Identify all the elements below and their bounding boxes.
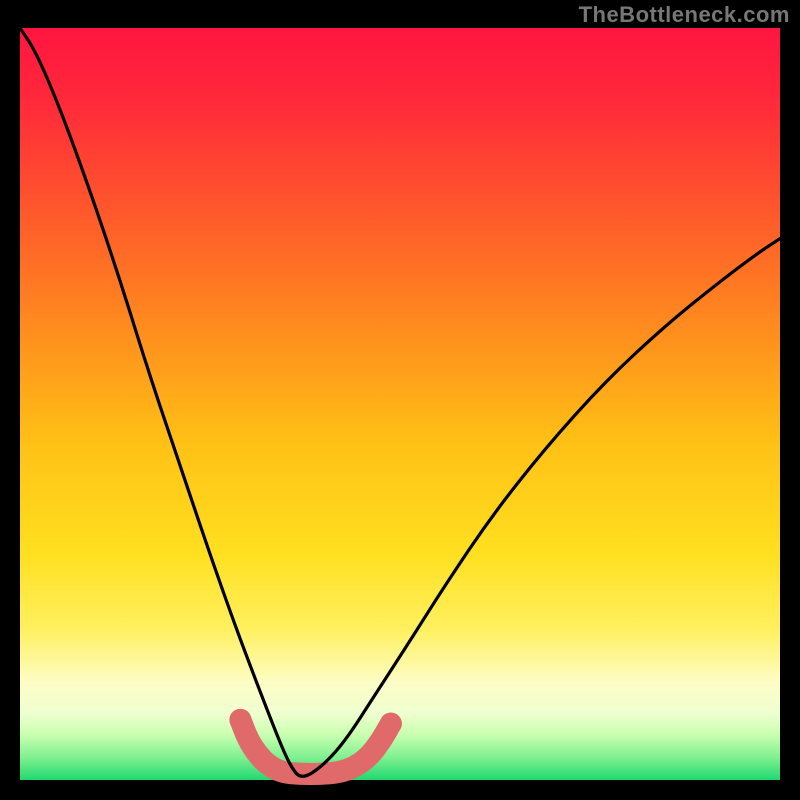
bottleneck-chart	[0, 0, 800, 800]
highlight-end-marker	[229, 709, 251, 731]
highlight-end-marker	[380, 713, 402, 735]
chart-frame: TheBottleneck.com	[0, 0, 800, 800]
